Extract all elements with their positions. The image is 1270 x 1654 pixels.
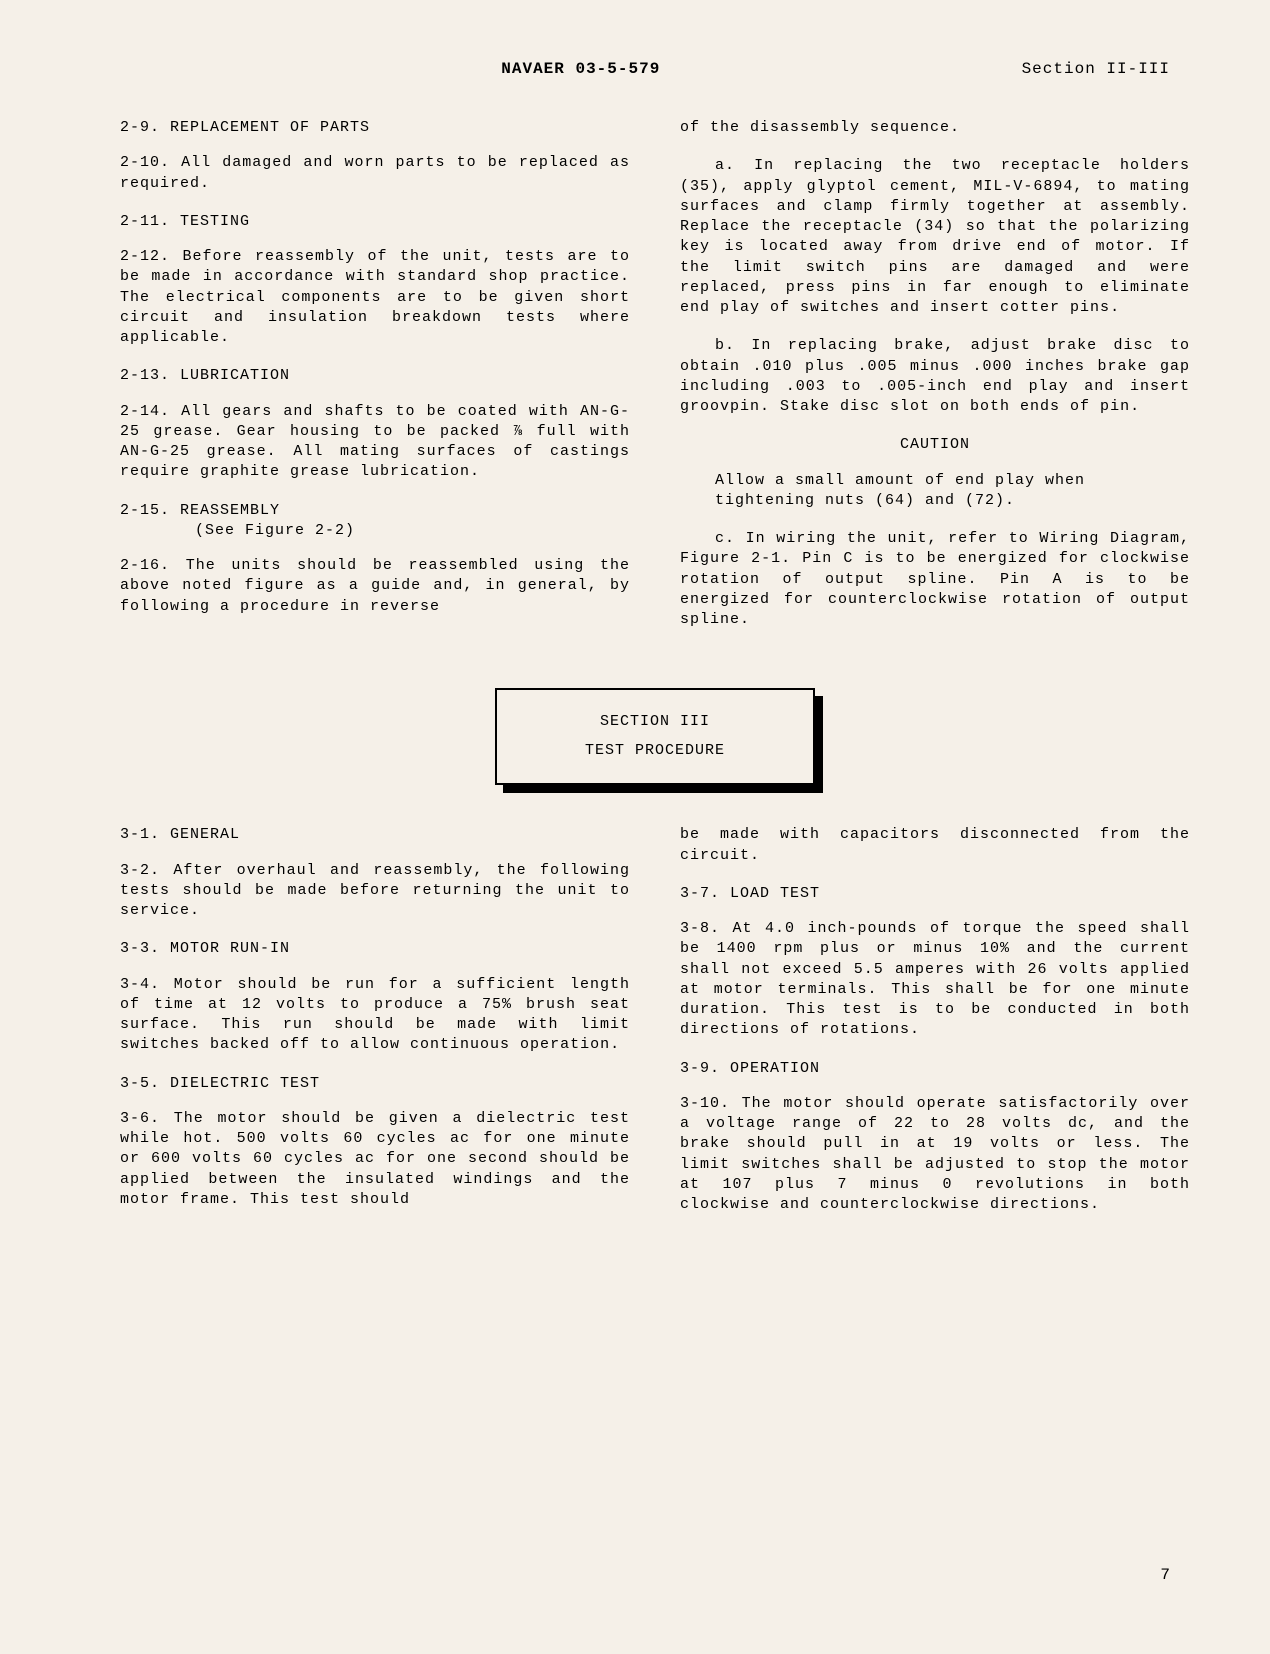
- upper-content: 2-9. REPLACEMENT OF PARTS 2-10. All dama…: [120, 118, 1190, 648]
- heading-3-7: 3-7. LOAD TEST: [680, 884, 1190, 904]
- heading-2-13: 2-13. LUBRICATION: [120, 366, 630, 386]
- heading-3-5: 3-5. DIELECTRIC TEST: [120, 1074, 630, 1094]
- para-a: a. In replacing the two receptacle holde…: [680, 156, 1190, 318]
- section-divider: SECTION III TEST PROCEDURE: [495, 688, 815, 785]
- left-column-upper: 2-9. REPLACEMENT OF PARTS 2-10. All dama…: [120, 118, 630, 648]
- see-figure-2-2: (See Figure 2-2): [120, 521, 630, 541]
- right-column-upper: of the disassembly sequence. a. In repla…: [680, 118, 1190, 648]
- para-2-16: 2-16. The units should be reassembled us…: [120, 556, 630, 617]
- para-2-14: 2-14. All gears and shafts to be coated …: [120, 402, 630, 483]
- heading-3-1: 3-1. GENERAL: [120, 825, 630, 845]
- caution-heading: CAUTION: [680, 435, 1190, 455]
- heading-3-3: 3-3. MOTOR RUN-IN: [120, 939, 630, 959]
- para-continuation-1: of the disassembly sequence.: [680, 118, 1190, 138]
- lower-content: 3-1. GENERAL 3-2. After overhaul and rea…: [120, 825, 1190, 1233]
- para-b: b. In replacing brake, adjust brake disc…: [680, 336, 1190, 417]
- section-box: SECTION III TEST PROCEDURE: [495, 688, 815, 785]
- section-number: SECTION III: [527, 708, 783, 737]
- para-3-8: 3-8. At 4.0 inch-pounds of torque the sp…: [680, 919, 1190, 1041]
- para-c: c. In wiring the unit, refer to Wiring D…: [680, 529, 1190, 630]
- section-title: TEST PROCEDURE: [527, 737, 783, 766]
- para-3-6: 3-6. The motor should be given a dielect…: [120, 1109, 630, 1210]
- para-2-12: 2-12. Before reassembly of the unit, tes…: [120, 247, 630, 348]
- heading-2-9: 2-9. REPLACEMENT OF PARTS: [120, 118, 630, 138]
- document-page: NAVAER 03-5-579 Section II-III 2-9. REPL…: [120, 60, 1190, 1604]
- caution-body: Allow a small amount of end play when ti…: [680, 471, 1190, 512]
- para-continuation-2: be made with capacitors disconnected fro…: [680, 825, 1190, 866]
- para-3-2: 3-2. After overhaul and reassembly, the …: [120, 861, 630, 922]
- heading-3-9: 3-9. OPERATION: [680, 1059, 1190, 1079]
- para-2-10: 2-10. All damaged and worn parts to be r…: [120, 153, 630, 194]
- heading-2-11: 2-11. TESTING: [120, 212, 630, 232]
- section-label: Section II-III: [1022, 60, 1170, 78]
- document-id: NAVAER 03-5-579: [140, 60, 1022, 78]
- left-column-lower: 3-1. GENERAL 3-2. After overhaul and rea…: [120, 825, 630, 1233]
- para-3-4: 3-4. Motor should be run for a sufficien…: [120, 975, 630, 1056]
- para-3-10: 3-10. The motor should operate satisfact…: [680, 1094, 1190, 1216]
- heading-2-15: 2-15. REASSEMBLY: [120, 501, 630, 521]
- right-column-lower: be made with capacitors disconnected fro…: [680, 825, 1190, 1233]
- page-number: 7: [1160, 1566, 1170, 1584]
- page-header: NAVAER 03-5-579 Section II-III: [120, 60, 1190, 78]
